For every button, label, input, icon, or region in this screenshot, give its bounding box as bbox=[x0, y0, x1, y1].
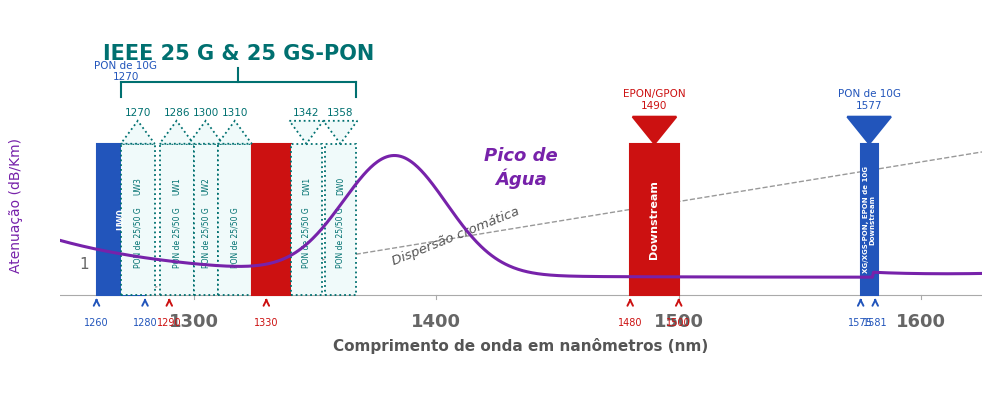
Text: 1400: 1400 bbox=[411, 313, 461, 331]
Polygon shape bbox=[121, 121, 154, 144]
Text: DW0: DW0 bbox=[336, 177, 345, 195]
Text: UW0: UW0 bbox=[116, 209, 125, 230]
Text: 1310: 1310 bbox=[221, 107, 247, 117]
Text: 1500: 1500 bbox=[653, 313, 703, 331]
Text: 1480: 1480 bbox=[618, 318, 642, 328]
Text: 1342: 1342 bbox=[294, 107, 320, 117]
Bar bbox=[861, 144, 878, 295]
Text: PON de 25/50 G: PON de 25/50 G bbox=[230, 208, 239, 268]
Text: UW2: UW2 bbox=[201, 177, 210, 195]
Text: Pico de
Água: Pico de Água bbox=[484, 147, 558, 189]
Bar bbox=[630, 144, 678, 295]
Text: PON de 25/50 G: PON de 25/50 G bbox=[133, 208, 142, 268]
Text: Dispersão cromática: Dispersão cromática bbox=[390, 205, 521, 268]
Bar bbox=[159, 144, 193, 295]
Text: PON de 25/50 G: PON de 25/50 G bbox=[172, 208, 181, 268]
Text: PON de 10G
1270: PON de 10G 1270 bbox=[94, 61, 157, 82]
Text: 1290: 1290 bbox=[157, 318, 181, 328]
Polygon shape bbox=[632, 117, 676, 144]
Text: 1330: 1330 bbox=[255, 318, 279, 328]
Polygon shape bbox=[159, 121, 193, 144]
Text: 1280: 1280 bbox=[132, 318, 157, 328]
Text: Comprimento de onda em nanômetros (nm): Comprimento de onda em nanômetros (nm) bbox=[334, 338, 708, 354]
Bar bbox=[193, 144, 217, 295]
Text: 1600: 1600 bbox=[897, 313, 946, 331]
Bar bbox=[121, 144, 154, 295]
Text: 1270: 1270 bbox=[124, 107, 151, 117]
Polygon shape bbox=[188, 121, 222, 144]
Text: 1300: 1300 bbox=[168, 313, 218, 331]
Bar bbox=[325, 144, 356, 295]
Text: Atenuação (dB/Km): Atenuação (dB/Km) bbox=[9, 138, 23, 273]
Text: 1358: 1358 bbox=[327, 107, 354, 117]
Polygon shape bbox=[848, 117, 891, 144]
Text: EPON/GPON
1490: EPON/GPON 1490 bbox=[623, 89, 685, 111]
Text: 1500: 1500 bbox=[666, 318, 691, 328]
Polygon shape bbox=[324, 121, 358, 144]
Text: 1581: 1581 bbox=[863, 318, 888, 328]
Text: DW1: DW1 bbox=[302, 177, 311, 195]
Polygon shape bbox=[290, 121, 324, 144]
Text: PON de 10G
1577: PON de 10G 1577 bbox=[838, 89, 901, 111]
Text: XG/XGS-PON, EPON de 10G
Downstream: XG/XGS-PON, EPON de 10G Downstream bbox=[863, 166, 876, 273]
Bar bbox=[291, 144, 322, 295]
Text: PON de 25/50 G: PON de 25/50 G bbox=[336, 208, 345, 268]
Text: PON de 25/50 G: PON de 25/50 G bbox=[302, 208, 311, 268]
Bar bbox=[252, 144, 291, 295]
Text: PON de 25/50 G: PON de 25/50 G bbox=[201, 208, 210, 268]
Text: Downstream: Downstream bbox=[649, 180, 659, 259]
Text: 1575: 1575 bbox=[849, 318, 873, 328]
Polygon shape bbox=[217, 121, 252, 144]
Text: IEEE 25 G & 25 GS-PON: IEEE 25 G & 25 GS-PON bbox=[103, 44, 374, 64]
Text: 1286: 1286 bbox=[163, 107, 189, 117]
Text: UW1: UW1 bbox=[172, 177, 181, 195]
Text: 1300: 1300 bbox=[192, 107, 218, 117]
Bar bbox=[217, 144, 252, 295]
Text: 1260: 1260 bbox=[84, 318, 109, 328]
Bar bbox=[96, 144, 145, 295]
Text: 1: 1 bbox=[79, 256, 89, 272]
Text: UW3: UW3 bbox=[133, 177, 142, 195]
